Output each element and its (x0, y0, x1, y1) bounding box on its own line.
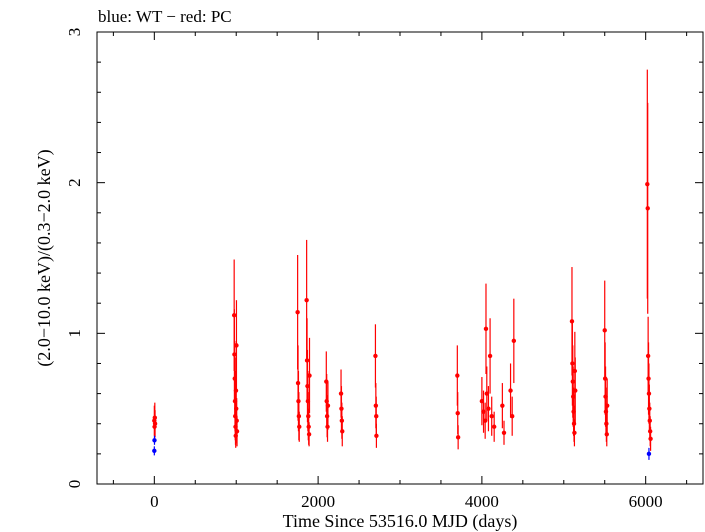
data-point (491, 424, 497, 429)
data-point (373, 353, 378, 359)
data-point (573, 388, 578, 393)
data-point (483, 326, 489, 332)
y-axis-label: (2.0−10.0 keV)/(0.3−2.0 keV) (34, 149, 55, 366)
x-tick-label: 0 (150, 492, 159, 511)
data-point (455, 410, 460, 416)
data-point (455, 435, 461, 440)
data-point (374, 433, 379, 438)
data-point (508, 388, 513, 393)
data-point (500, 403, 505, 408)
data-point (297, 424, 302, 429)
data-point (295, 310, 300, 315)
data-point (304, 297, 309, 303)
x-tick-label: 6000 (629, 492, 663, 511)
data-point (646, 451, 652, 457)
data-point (487, 353, 493, 359)
data-point (648, 436, 653, 441)
data-point (604, 432, 609, 437)
y-tick-label: 0 (65, 480, 84, 489)
data-point (374, 414, 379, 419)
data-point (572, 430, 577, 435)
data-point (569, 319, 575, 324)
data-point (306, 432, 312, 437)
data-point (489, 414, 494, 419)
series-pc (152, 69, 653, 451)
y-axis: 0 1 2 3 (65, 28, 703, 489)
data-point (152, 448, 157, 454)
series-wt (152, 435, 652, 460)
x-axis-label: Time Since 53516.0 MJD (days) (283, 511, 518, 532)
x-tick-label: 4000 (465, 492, 499, 511)
chart-title: blue: WT − red: PC (98, 7, 232, 26)
data-point (325, 403, 331, 408)
data-point (486, 406, 491, 411)
y-tick-label: 2 (65, 178, 84, 187)
x-axis: 0 2000 4000 6000 (112, 32, 688, 511)
data-point (340, 429, 345, 434)
data-point (602, 328, 607, 333)
data-point (511, 338, 517, 344)
data-point (152, 438, 157, 443)
data-point (234, 343, 239, 348)
y-tick-label: 3 (65, 28, 84, 37)
data-point (307, 373, 312, 378)
data-series (152, 69, 653, 460)
data-point (152, 421, 158, 426)
data-point (604, 403, 610, 408)
data-point (645, 206, 650, 211)
plot-frame (96, 31, 704, 485)
data-point (234, 429, 240, 434)
data-point (509, 414, 515, 419)
y-tick-label: 1 (65, 329, 84, 338)
x-tick-label: 2000 (301, 492, 335, 511)
data-point (455, 373, 460, 378)
data-point (501, 430, 507, 435)
